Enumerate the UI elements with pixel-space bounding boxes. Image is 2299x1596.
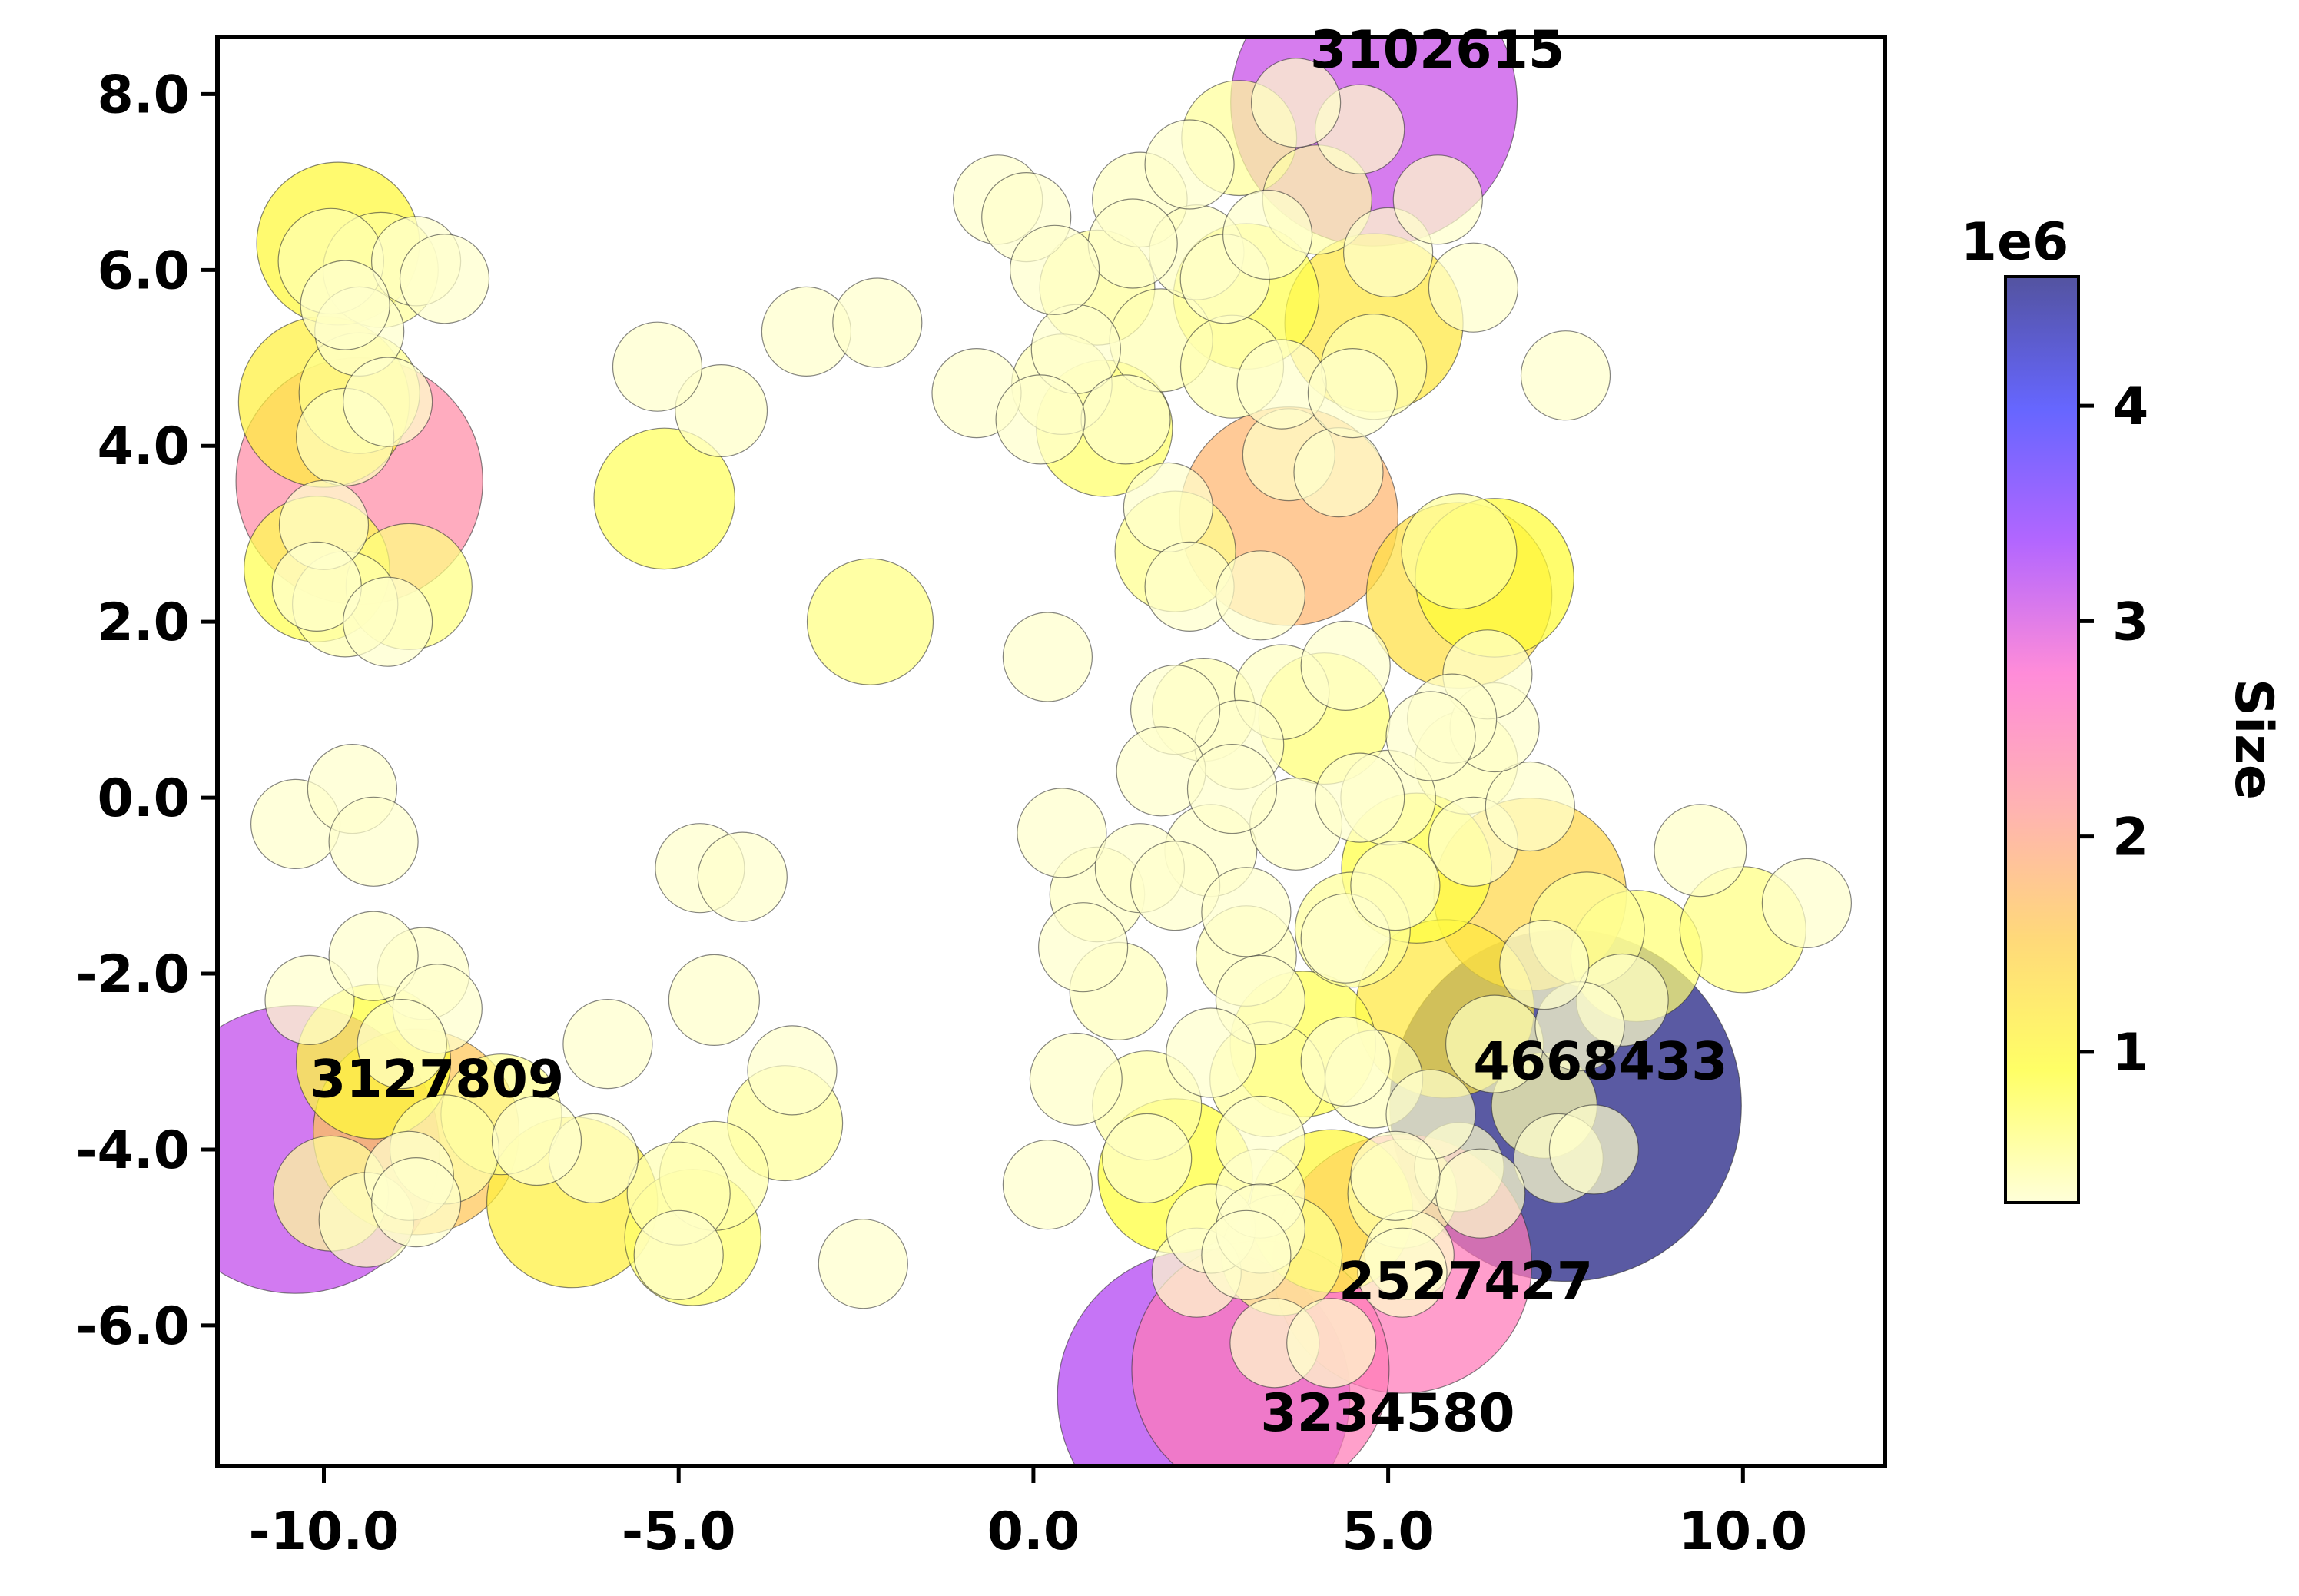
bubble-point (1123, 462, 1214, 553)
y-tick-label: 6.0 (98, 241, 190, 301)
bubble-point (1222, 189, 1313, 280)
bubble-point (1166, 1007, 1256, 1098)
bubble-point (399, 234, 490, 324)
point-annotation: 3102615 (1310, 20, 1564, 81)
bubble-point (1435, 1148, 1526, 1239)
bubble-point (1144, 119, 1235, 210)
y-tick-label: 8.0 (98, 65, 190, 125)
bubble-point (562, 998, 653, 1090)
bubble-point (1761, 858, 1852, 949)
bubble-point (1499, 919, 1590, 1010)
bubble-point (697, 831, 788, 922)
y-tick-label: 2.0 (98, 592, 190, 653)
y-tick-label: -4.0 (75, 1120, 190, 1181)
bubble-point (995, 374, 1086, 465)
colorbar-label: Size (2223, 679, 2284, 800)
bubble-point (1293, 426, 1384, 518)
bubble-point (1654, 804, 1747, 898)
bubble-point (612, 321, 703, 412)
bubble-point (1300, 1016, 1391, 1107)
x-tick-label: 5.0 (1342, 1501, 1434, 1562)
bubble-point (1385, 691, 1476, 781)
bubble-point (1485, 761, 1575, 852)
bubble-point (668, 954, 761, 1047)
bubble-point (806, 558, 934, 685)
point-annotation: 3234580 (1260, 1383, 1514, 1444)
colorbar-ticks: 1 2 3 4 (2078, 377, 2148, 1083)
bubble-point (593, 427, 735, 570)
bubble-point (633, 1209, 724, 1300)
bubble-point (1392, 154, 1483, 245)
bubble-point (328, 911, 419, 1001)
bubble-point (1357, 1227, 1448, 1318)
bubble-point (343, 576, 433, 667)
bubble-point (1009, 224, 1100, 315)
colorbar: 1e6 Size 1 2 3 4 (1961, 212, 2284, 1204)
bubble-point (300, 260, 390, 350)
x-tick-label: 0.0 (987, 1501, 1080, 1562)
colorbar-tick-label: 3 (2112, 592, 2148, 652)
bubble-point (1350, 840, 1441, 931)
bubble-point (1029, 1032, 1123, 1126)
bubble-point (264, 954, 355, 1046)
bubble-point (1520, 330, 1611, 421)
bubble-point (1350, 1130, 1441, 1221)
bubble-point (747, 1025, 838, 1116)
bubble-point (357, 998, 447, 1090)
bubble-point (1186, 743, 1278, 834)
bubble-point (832, 277, 923, 368)
colorbar-gradient (2004, 275, 2080, 1204)
bubble-point (1300, 620, 1391, 712)
point-annotation: 2527427 (1339, 1252, 1593, 1312)
colorbar-multiplier: 1e6 (1961, 212, 2069, 273)
bubble-point (1548, 1104, 1639, 1195)
bubble-point (1250, 58, 1342, 148)
bubble-point (1428, 242, 1519, 333)
annotation-layer: 3102615 3127809 4668433 2527427 3234580 (310, 20, 1728, 1444)
bubble-point (491, 1095, 582, 1186)
bubble-point (1215, 550, 1306, 641)
bubble-point (328, 796, 419, 887)
bubble-point (1201, 1209, 1292, 1300)
x-tick-label: 10.0 (1678, 1501, 1807, 1562)
bubble-point (1002, 612, 1093, 702)
bubble-point (1017, 788, 1107, 878)
bubble-point (343, 357, 433, 447)
bubble-point (675, 364, 768, 458)
bubble-point (1286, 1298, 1377, 1389)
bubble-point (1215, 1095, 1306, 1186)
bubble-point (1080, 374, 1171, 465)
bubble-point (370, 1156, 462, 1248)
y-tick-label: -6.0 (75, 1296, 190, 1357)
y-axis: -6.0 -4.0 -2.0 0.0 2.0 4.0 6.0 8.0 (75, 65, 217, 1357)
point-annotation: 3127809 (310, 1049, 564, 1110)
y-tick-label: 0.0 (98, 768, 190, 829)
bubble-point (1201, 867, 1292, 957)
x-tick-label: -5.0 (622, 1501, 736, 1562)
colorbar-tick-label: 4 (2112, 377, 2148, 437)
y-tick-label: 4.0 (98, 416, 190, 477)
bubble-point (1307, 348, 1398, 439)
x-tick-label: -10.0 (249, 1501, 400, 1562)
bubble-point (1002, 1140, 1093, 1230)
bubble-point (1087, 198, 1178, 289)
point-annotation: 4668433 (1473, 1031, 1727, 1092)
y-tick-label: -2.0 (75, 944, 190, 1005)
colorbar-tick-label: 2 (2112, 808, 2148, 868)
plot-frame (215, 35, 1887, 1468)
bubble-point (1401, 493, 1518, 610)
bubble-point (1102, 1113, 1193, 1204)
bubble-point (1315, 752, 1405, 843)
x-axis: -10.0 -5.0 0.0 5.0 10.0 (249, 1466, 1807, 1562)
bubble-layer (217, 37, 1852, 1466)
bubble-point (1037, 902, 1129, 993)
bubble-point (818, 1219, 908, 1309)
colorbar-tick-label: 1 (2112, 1023, 2148, 1083)
